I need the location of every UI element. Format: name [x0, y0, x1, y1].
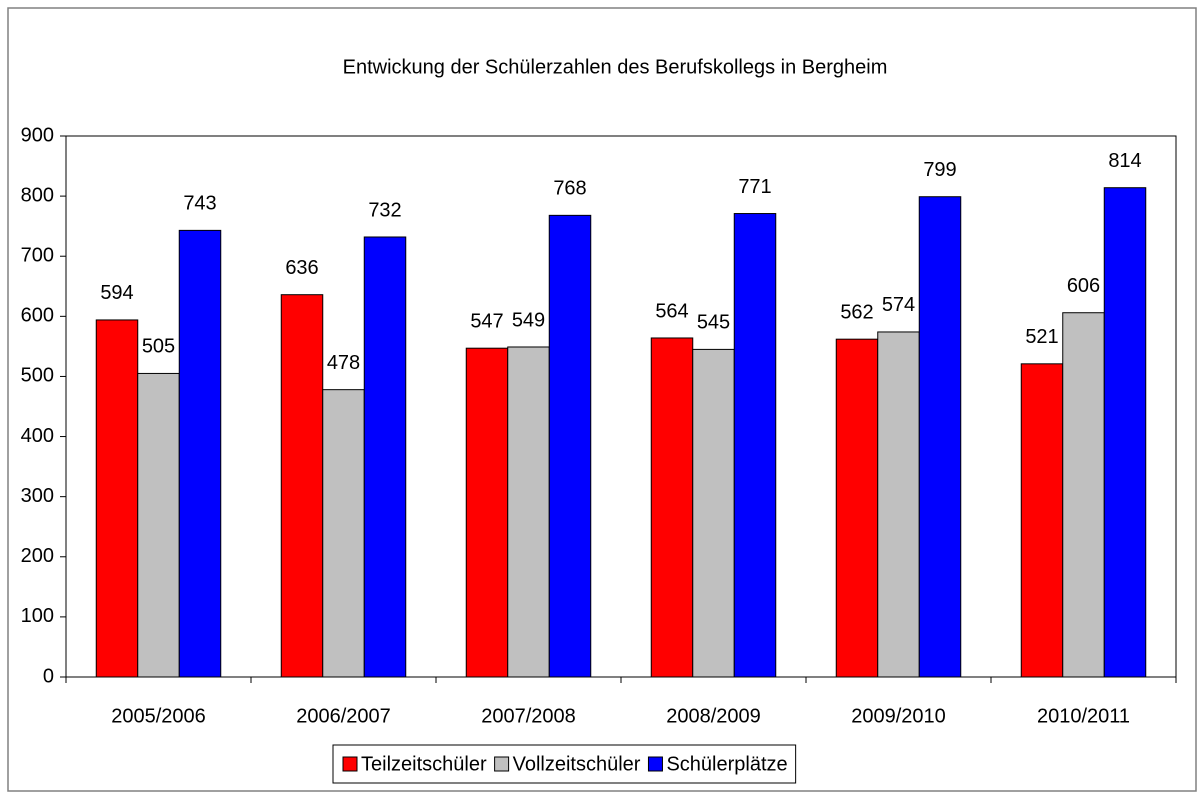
- x-tick-label: 2009/2010: [851, 705, 946, 727]
- data-label: 768: [553, 178, 586, 200]
- x-tick-label: 2008/2009: [666, 705, 761, 727]
- data-label: 799: [923, 159, 956, 181]
- bar: [650, 337, 694, 678]
- y-tick-label: 800: [21, 184, 54, 206]
- bar: [95, 319, 139, 678]
- bar: [363, 236, 407, 678]
- x-tick-label: 2007/2008: [481, 705, 576, 727]
- y-tick-label: 0: [43, 665, 54, 687]
- data-label: 636: [285, 257, 318, 279]
- bar: [1020, 363, 1064, 678]
- x-tick-label: 2010/2011: [1037, 705, 1130, 727]
- y-tick-label: 300: [21, 485, 54, 507]
- data-label: 594: [100, 282, 133, 304]
- bar: [507, 346, 550, 678]
- y-tick-label: 500: [21, 365, 54, 387]
- bar: [465, 347, 509, 678]
- bar: [280, 294, 324, 678]
- chart-title: Entwickung der Schülerzahlen des Berufsk…: [343, 56, 888, 78]
- y-tick-label: 900: [21, 124, 54, 146]
- data-label: 743: [183, 193, 216, 215]
- x-tick-label: 2005/2006: [111, 705, 206, 727]
- y-tick-label: 400: [21, 425, 54, 447]
- bar: [322, 389, 365, 678]
- y-tick-label: 600: [21, 305, 54, 327]
- data-label: 505: [142, 336, 175, 358]
- y-tick-label: 200: [21, 545, 54, 567]
- x-tick-label: 2006/2007: [296, 705, 391, 727]
- data-label: 545: [697, 312, 730, 334]
- bar: [1062, 312, 1105, 678]
- legend-swatch: [647, 756, 663, 772]
- bar: [835, 338, 879, 678]
- data-label: 549: [512, 309, 545, 331]
- legend-label: Schülerplätze: [666, 753, 787, 775]
- data-label: 732: [368, 199, 401, 221]
- y-tick-label: 100: [21, 605, 54, 627]
- bar: [137, 372, 180, 678]
- data-label: 814: [1108, 150, 1141, 172]
- bar: [918, 196, 962, 678]
- legend-box: [332, 744, 797, 784]
- legend-label: Vollzeitschüler: [513, 753, 641, 775]
- bar: [733, 213, 777, 678]
- data-label: 562: [840, 301, 873, 323]
- bar: [548, 214, 592, 678]
- data-label: 478: [327, 352, 360, 374]
- legend-swatch: [494, 756, 510, 772]
- y-tick-label: 700: [21, 245, 54, 267]
- legend-label: Teilzeitschüler: [361, 753, 487, 775]
- data-label: 606: [1067, 275, 1100, 297]
- data-label: 564: [655, 300, 688, 322]
- data-label: 521: [1025, 326, 1058, 348]
- bar: [877, 331, 920, 678]
- data-label: 574: [882, 294, 915, 316]
- bar: [692, 348, 735, 678]
- legend-swatch: [342, 756, 358, 772]
- data-label: 547: [470, 310, 503, 332]
- plot-area: [65, 135, 1177, 678]
- data-label: 771: [738, 176, 771, 198]
- bar: [1103, 187, 1147, 678]
- bar: [178, 229, 222, 678]
